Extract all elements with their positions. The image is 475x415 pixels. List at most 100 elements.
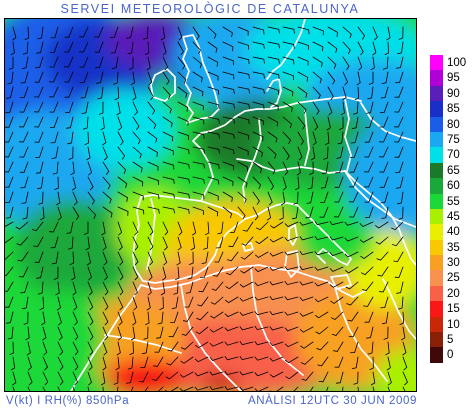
wind-barb xyxy=(370,56,375,71)
wind-barb xyxy=(42,371,49,386)
wind-barb xyxy=(165,371,179,380)
wind-barb xyxy=(299,296,314,301)
wind-barb xyxy=(284,251,299,256)
wind-barb xyxy=(345,281,359,290)
wind-barb xyxy=(269,251,284,257)
wind-barb xyxy=(10,356,16,371)
wind-barb xyxy=(80,86,89,99)
wind-barb xyxy=(399,311,405,325)
legend-entry: 90 xyxy=(430,85,472,102)
wind-barb xyxy=(387,386,391,391)
wind-barb xyxy=(82,116,89,130)
wind-barb xyxy=(353,101,359,115)
wind-barb xyxy=(254,296,269,301)
wind-barb xyxy=(224,341,239,346)
wind-barb xyxy=(239,386,254,391)
wind-barb xyxy=(299,236,314,241)
wind-barb xyxy=(5,131,14,143)
wind-barb xyxy=(354,86,360,101)
wind-barb xyxy=(72,341,79,356)
legend-swatch xyxy=(430,178,443,194)
legend-entry: 65 xyxy=(430,162,472,179)
wind-barb xyxy=(128,56,134,70)
wind-barb xyxy=(87,206,97,219)
legend-swatch xyxy=(430,162,443,179)
wind-barb xyxy=(200,266,209,278)
wind-barb xyxy=(33,236,44,248)
wind-barb xyxy=(385,341,390,356)
legend-entry: 15 xyxy=(430,301,472,317)
humidity-wind-map xyxy=(4,18,417,392)
wind-barb xyxy=(132,266,139,281)
legend-label: 5 xyxy=(447,334,454,347)
wind-barb xyxy=(224,311,239,318)
wind-barb xyxy=(383,326,389,340)
wind-barb xyxy=(177,146,190,155)
wind-barb xyxy=(159,296,164,310)
legend-swatch xyxy=(430,193,443,209)
wind-barb xyxy=(269,326,284,331)
wind-barb xyxy=(5,236,14,244)
wind-barb xyxy=(65,101,74,113)
wind-barb xyxy=(147,251,154,266)
wind-barb xyxy=(379,161,389,173)
wind-barb xyxy=(350,341,359,354)
wind-barb xyxy=(267,131,278,143)
wind-barb xyxy=(19,86,29,98)
wind-barb xyxy=(102,251,108,266)
wind-barb xyxy=(117,266,124,281)
wind-barb xyxy=(127,356,134,370)
wind-barb xyxy=(68,146,74,160)
wind-barb xyxy=(36,266,44,279)
wind-barb xyxy=(165,386,179,391)
wind-barb xyxy=(297,116,306,130)
wind-barb xyxy=(54,176,59,190)
wind-barb xyxy=(72,371,78,386)
wind-barb xyxy=(237,86,250,94)
wind-barb xyxy=(314,296,329,303)
wind-barb xyxy=(85,236,90,251)
wind-barb xyxy=(255,251,269,258)
wind-barb xyxy=(297,41,309,50)
wind-barb xyxy=(162,116,173,128)
wind-barb xyxy=(368,71,374,85)
wind-barb xyxy=(132,86,137,101)
wind-barb xyxy=(67,131,74,145)
wind-barb xyxy=(57,206,62,221)
wind-barb xyxy=(398,206,404,220)
wind-barb xyxy=(72,326,79,341)
wind-barb xyxy=(126,26,134,39)
legend-label: 60 xyxy=(447,180,460,193)
wind-barb xyxy=(5,176,14,188)
wind-barb xyxy=(23,41,29,55)
wind-barb xyxy=(87,281,93,296)
wind-barb xyxy=(147,266,153,281)
wind-barb xyxy=(192,56,202,69)
wind-barb xyxy=(312,86,321,100)
wind-barb xyxy=(269,341,284,346)
wind-barb xyxy=(321,161,329,175)
wind-barb xyxy=(254,371,269,377)
wind-barb xyxy=(327,86,334,101)
wind-barb xyxy=(72,296,78,311)
wind-barb xyxy=(314,266,329,271)
wind-barb xyxy=(102,266,108,281)
wind-barb xyxy=(372,41,377,56)
wind-barb xyxy=(254,386,269,391)
wind-barb xyxy=(237,41,250,50)
wind-barb xyxy=(255,236,269,245)
legend-swatch xyxy=(430,285,443,302)
wind-barb xyxy=(334,176,344,188)
wind-barb xyxy=(162,56,169,71)
wind-barb xyxy=(132,146,142,159)
wind-barb xyxy=(71,266,76,281)
wind-barb xyxy=(398,26,404,40)
wind-barb xyxy=(320,191,329,203)
wind-barb xyxy=(299,311,314,317)
wind-barb xyxy=(55,281,60,296)
wind-barb xyxy=(162,191,175,199)
wind-barb xyxy=(182,311,194,322)
wind-barb xyxy=(192,26,200,40)
wind-barb xyxy=(167,341,179,352)
wind-barb xyxy=(284,326,299,332)
